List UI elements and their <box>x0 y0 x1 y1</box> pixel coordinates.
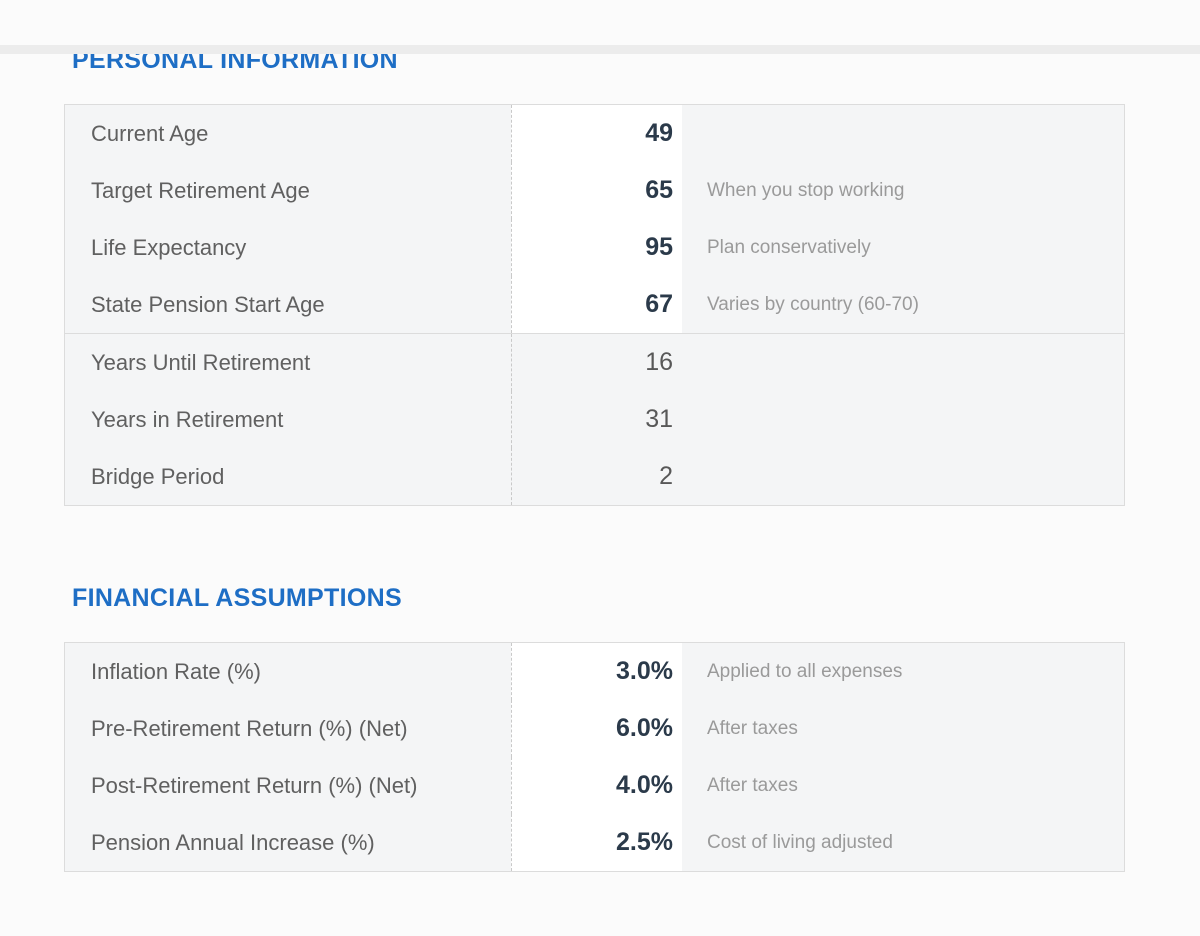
years-in-retirement-value: 31 <box>511 391 682 448</box>
row-note: Applied to all expenses <box>707 660 903 682</box>
row-note: Varies by country (60-70) <box>707 293 919 315</box>
row-label: Inflation Rate (%) <box>91 658 261 684</box>
target-retirement-age-value-cell[interactable]: 65 <box>511 162 682 219</box>
row-label: Pension Annual Increase (%) <box>91 829 375 855</box>
row-label: Current Age <box>91 120 209 146</box>
row-label: Target Retirement Age <box>91 177 310 203</box>
table-row: Life Expectancy 95 Plan conservatively <box>65 219 1124 276</box>
row-label: State Pension Start Age <box>91 291 325 317</box>
personal-information-table: Current Age 49 Target Retirement Age 65 … <box>64 104 1125 506</box>
row-label: Bridge Period <box>91 463 225 489</box>
life-expectancy-value-cell[interactable]: 95 <box>511 219 682 276</box>
row-note: Cost of living adjusted <box>707 831 893 853</box>
table-row: Target Retirement Age 65 When you stop w… <box>65 162 1124 219</box>
pre-retirement-return-value-cell[interactable]: 6.0% <box>511 700 682 757</box>
input-computed-divider <box>65 333 1124 334</box>
inflation-rate-value-cell[interactable]: 3.0% <box>511 643 682 700</box>
current-age-value-cell[interactable]: 49 <box>511 105 682 162</box>
row-note <box>682 391 1124 448</box>
post-retirement-return-value-cell[interactable]: 4.0% <box>511 757 682 814</box>
row-label: Life Expectancy <box>91 234 247 260</box>
row-label: Post-Retirement Return (%) (Net) <box>91 772 418 798</box>
table-row: Current Age 49 <box>65 105 1124 162</box>
row-note: After taxes <box>707 717 798 739</box>
years-until-retirement-value: 16 <box>511 334 682 391</box>
table-row: Bridge Period 2 <box>65 448 1124 505</box>
table-row: Pre-Retirement Return (%) (Net) 6.0% Aft… <box>65 700 1124 757</box>
section-title-financial: FINANCIAL ASSUMPTIONS <box>72 584 402 612</box>
pension-annual-increase-value-cell[interactable]: 2.5% <box>511 814 682 871</box>
row-note: After taxes <box>707 774 798 796</box>
table-row: Pension Annual Increase (%) 2.5% Cost of… <box>65 814 1124 871</box>
table-row: State Pension Start Age 67 Varies by cou… <box>65 276 1124 333</box>
financial-assumptions-table: Inflation Rate (%) 3.0% Applied to all e… <box>64 642 1125 872</box>
window-top-edge <box>0 45 1200 54</box>
row-note <box>682 334 1124 391</box>
table-row: Years Until Retirement 16 <box>65 334 1124 391</box>
row-note <box>682 448 1124 505</box>
row-label: Years in Retirement <box>91 406 284 432</box>
state-pension-start-age-value-cell[interactable]: 67 <box>511 276 682 333</box>
table-row: Inflation Rate (%) 3.0% Applied to all e… <box>65 643 1124 700</box>
table-row: Years in Retirement 31 <box>65 391 1124 448</box>
table-row: Post-Retirement Return (%) (Net) 4.0% Af… <box>65 757 1124 814</box>
row-note: Plan conservatively <box>707 236 871 258</box>
bridge-period-value: 2 <box>511 448 682 505</box>
row-note <box>682 105 1124 162</box>
row-label: Pre-Retirement Return (%) (Net) <box>91 715 408 741</box>
row-note: When you stop working <box>707 179 905 201</box>
row-label: Years Until Retirement <box>91 349 311 375</box>
